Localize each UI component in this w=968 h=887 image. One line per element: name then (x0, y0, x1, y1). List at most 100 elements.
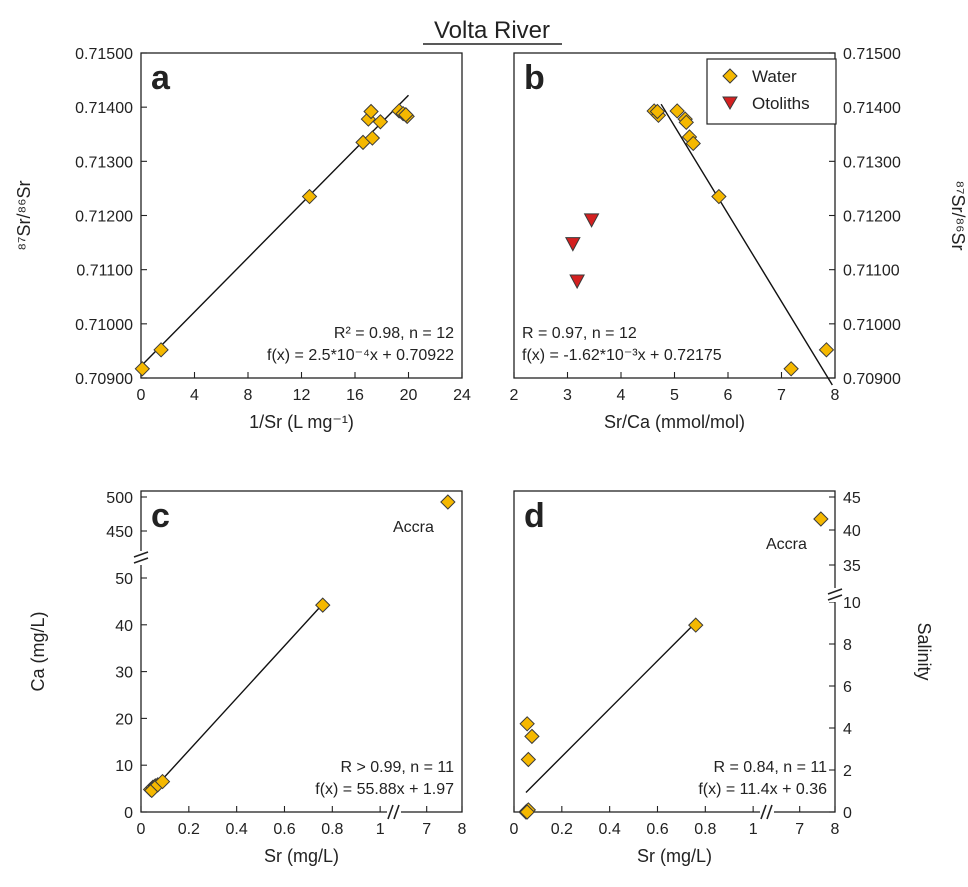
y-tick-label: 0.71500 (75, 46, 133, 63)
x-tick-label: 0 (510, 821, 519, 838)
y-axis-title: ⁸⁷Sr/⁸⁶Sr (14, 180, 34, 250)
stats-label: R = 0.97, n = 12 (522, 325, 637, 342)
y-tick-label: 0.71500 (843, 46, 901, 63)
x-tick-label: 1 (376, 821, 385, 838)
water-point (153, 342, 169, 358)
y-tick-label: 10 (843, 595, 861, 612)
x-tick-label: 6 (724, 387, 733, 404)
x-tick-label: 4 (617, 387, 626, 404)
y-tick-label: 35 (843, 558, 861, 575)
water-point (678, 114, 694, 131)
outlier-point (813, 511, 829, 527)
panel-c: 0 0.2 0.4 0.6 0.8 1 7 8 0 10 20 30 40 50 450 500 Sr (mg/… (28, 490, 467, 866)
water-point (685, 135, 701, 152)
water-point (783, 361, 799, 377)
x-tick-label: 0 (137, 387, 146, 404)
y-tick-label: 30 (115, 665, 133, 682)
y-tick-label: 45 (843, 490, 861, 507)
stats-label: f(x) = 11.4x + 0.36 (698, 781, 827, 798)
x-tick-label: 8 (831, 821, 840, 838)
water-point (134, 361, 151, 377)
regression-line (660, 103, 833, 386)
legend-water-label: Water (752, 67, 797, 86)
legend: Water Otoliths (706, 58, 837, 125)
otolith-point (569, 274, 585, 290)
x-tick-label: 8 (244, 387, 253, 404)
panel-letter: a (151, 59, 171, 97)
legend-otoliths-label: Otoliths (752, 94, 810, 113)
outlier-label: Accra (766, 536, 807, 553)
x-tick-label: 3 (563, 387, 572, 404)
otolith-point (583, 213, 600, 228)
x-axis-break (760, 804, 773, 820)
water-point (818, 342, 835, 358)
y-tick-label: 0.71100 (76, 263, 133, 280)
x-tick-label: 0.8 (321, 821, 343, 838)
y-tick-label: 500 (106, 490, 133, 507)
water-point (363, 103, 379, 120)
x-tick-label: 1 (749, 821, 758, 838)
x-axis-title: 1/Sr (L mg⁻¹) (249, 412, 354, 432)
y-tick-label: 0.71400 (75, 100, 133, 117)
y-tick-label: 0.71000 (843, 317, 901, 334)
y-tick-label: 10 (115, 758, 133, 775)
water-point (649, 103, 666, 120)
y-tick-label: 40 (843, 523, 861, 540)
y-axis-break (133, 551, 149, 564)
stats-label: f(x) = 2.5*10⁻⁴x + 0.70922 (267, 347, 454, 364)
x-tick-label: 20 (400, 387, 418, 404)
water-point (519, 804, 535, 820)
panel-letter: d (524, 497, 545, 535)
regression-line (525, 622, 697, 793)
x-axis-title: Sr (mg/L) (637, 846, 712, 866)
y-tick-label: 0.71200 (843, 209, 901, 226)
y-tick-label: 0.71100 (843, 263, 900, 280)
x-tick-label: 0 (137, 821, 146, 838)
y-axis-title: Salinity (914, 622, 934, 680)
x-tick-label: 24 (453, 387, 471, 404)
otolith-point (565, 237, 581, 252)
panel-letter: b (524, 59, 545, 97)
water-point (301, 188, 318, 205)
water-point (711, 188, 727, 205)
panel-b: 2 3 4 5 6 7 80.70900 0.71000 0.71100 0.71200 0.713… (510, 46, 968, 432)
outlier-label: Accra (393, 519, 434, 536)
x-tick-label: 7 (422, 821, 431, 838)
x-tick-label: 0.4 (226, 821, 248, 838)
y-tick-label: 0.71400 (843, 100, 901, 117)
y-tick-label: 8 (843, 637, 852, 654)
y-tick-label: 6 (843, 679, 852, 696)
x-tick-label: 7 (777, 387, 786, 404)
y-tick-label: 50 (115, 571, 133, 588)
outlier-point (440, 494, 456, 510)
x-tick-label: 4 (190, 387, 199, 404)
water-point (364, 130, 381, 146)
stats-label: R² = 0.98, n = 12 (334, 325, 454, 342)
stats-label: f(x) = -1.62*10⁻³x + 0.72175 (522, 347, 722, 364)
y-tick-label: 0.71200 (75, 209, 133, 226)
y-tick-label: 0.70900 (75, 371, 133, 388)
legend-otoliths-marker (722, 96, 738, 110)
x-tick-label: 5 (670, 387, 679, 404)
stats-label: R = 0.84, n = 11 (713, 759, 827, 776)
water-point (519, 716, 535, 732)
x-tick-label: 0.8 (694, 821, 716, 838)
y-tick-label: 2 (843, 763, 852, 780)
x-tick-label: 0.2 (178, 821, 200, 838)
stats-label: R > 0.99, n = 11 (340, 759, 454, 776)
y-tick-label: 0 (843, 805, 852, 822)
water-point (669, 103, 685, 119)
x-axis-title: Sr/Ca (mmol/mol) (604, 412, 745, 432)
panel-a: 0 4 8 12 16 20 24 0.70900 0.71000 0.71100 0.71200 0… (14, 46, 471, 432)
x-tick-label: 7 (795, 821, 804, 838)
legend-water-marker (722, 68, 738, 84)
water-point (398, 107, 414, 123)
y-tick-label: 450 (106, 524, 133, 541)
panel-letter: c (151, 497, 170, 535)
water-point (154, 773, 171, 790)
y-tick-label: 0.71000 (75, 317, 133, 334)
y-tick-label: 20 (115, 711, 133, 728)
y-tick-label: 0.71300 (843, 154, 901, 171)
y-tick-label: 0.71300 (75, 154, 133, 171)
